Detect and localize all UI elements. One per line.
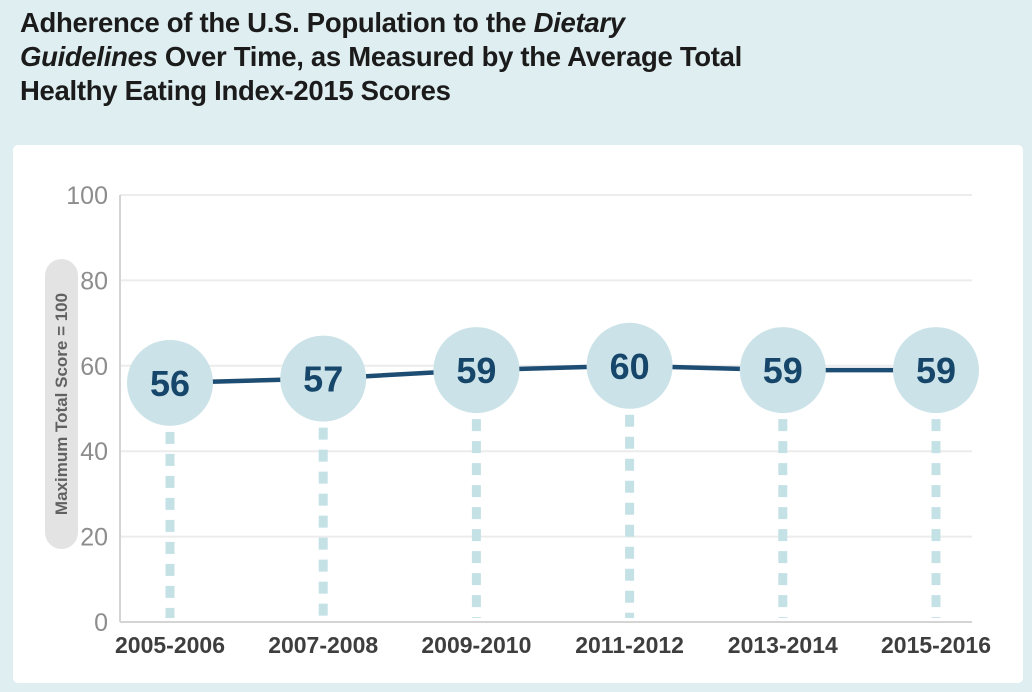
data-point-circle xyxy=(586,322,673,409)
data-point-value: 59 xyxy=(456,350,496,391)
title-segment: Over Time, as Measured by the Average To… xyxy=(157,41,742,72)
x-tick-label: 2013-2014 xyxy=(728,632,838,658)
title-segment-italic: Dietary xyxy=(533,7,625,38)
data-point-circle xyxy=(280,335,367,422)
x-tick-label: 2007-2008 xyxy=(268,632,378,658)
data-point-value: 60 xyxy=(610,346,650,387)
x-tick-label: 2009-2010 xyxy=(421,632,531,658)
title-line: Guidelines Over Time, as Measured by the… xyxy=(20,40,1020,74)
title-line: Healthy Eating Index-2015 Scores xyxy=(20,74,1020,108)
x-tick-label: 2015-2016 xyxy=(881,632,991,658)
title-line: Adherence of the U.S. Population to the … xyxy=(20,6,1020,40)
title-segment: Healthy Eating Index-2015 Scores xyxy=(20,75,451,106)
data-point-circle xyxy=(739,327,826,414)
y-tick-label: 100 xyxy=(66,182,108,210)
y-tick-label: 80 xyxy=(80,267,108,295)
data-point-circle xyxy=(127,339,213,426)
y-axis-label: Maximum Total Score = 100 xyxy=(52,293,71,515)
data-point-value: 56 xyxy=(150,363,190,404)
x-tick-label: 2011-2012 xyxy=(575,632,684,658)
chart-title: Adherence of the U.S. Population to the … xyxy=(20,6,1020,108)
data-point-circle xyxy=(433,327,520,414)
chart-panel: 0 20 40 60 80 100 Maximum Total Score = 100 56 5… xyxy=(13,145,1023,683)
title-segment-italic: Guidelines xyxy=(20,41,158,72)
y-tick-label: 0 xyxy=(94,609,108,637)
title-segment: Adherence of the U.S. Population to the xyxy=(20,7,534,38)
x-tick-label: 2005-2006 xyxy=(115,632,225,658)
data-point-circle xyxy=(893,327,979,414)
hei-scores-line-chart: 0 20 40 60 80 100 Maximum Total Score = 100 56 5… xyxy=(45,182,991,658)
y-tick-label: 20 xyxy=(80,524,108,552)
y-tick-label: 40 xyxy=(80,438,108,466)
data-point-value: 59 xyxy=(763,350,803,391)
data-point-value: 57 xyxy=(303,359,343,400)
y-tick-label: 60 xyxy=(80,353,108,381)
y-axis-label-pill xyxy=(45,259,78,549)
data-point-value: 59 xyxy=(916,350,956,391)
